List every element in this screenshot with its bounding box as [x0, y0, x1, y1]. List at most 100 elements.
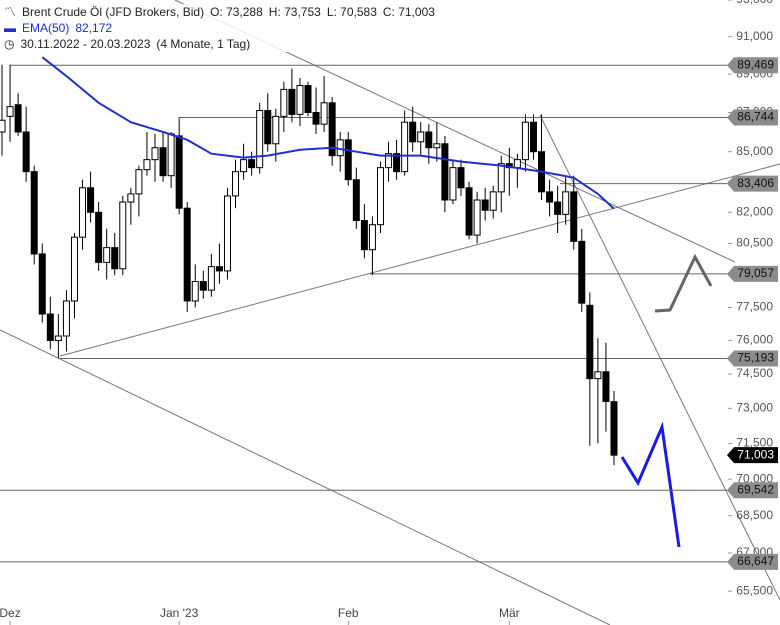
ema-line: [41, 56, 615, 210]
candle-body: [489, 191, 497, 211]
ohlc: O: 73,288: [210, 5, 263, 19]
ema-icon: ▬: [4, 21, 16, 35]
candle-body: [457, 167, 465, 189]
candle-body: [111, 247, 119, 270]
candle-body: [296, 85, 304, 115]
candle-body: [328, 102, 336, 157]
projection-gray: [654, 253, 713, 313]
candle-body: [14, 104, 22, 133]
candle-body: [167, 133, 175, 177]
projection-blue: [620, 421, 681, 548]
candle-body: [223, 195, 231, 272]
candle-body: [497, 163, 505, 193]
candle-body: [62, 300, 70, 337]
candle-body: [30, 171, 38, 255]
candle-body: [54, 335, 62, 341]
candle-body: [215, 266, 223, 272]
period: (4 Monate, 1 Tag): [156, 37, 251, 51]
candle-body: [135, 169, 143, 195]
candle-body: [38, 253, 46, 315]
candle-body: [352, 179, 360, 222]
candle-body: [22, 131, 30, 173]
trend-line: [59, 163, 780, 357]
candle-body: [368, 224, 376, 251]
candle-body: [143, 159, 151, 171]
candle-body: [191, 281, 199, 302]
candle-body: [151, 147, 159, 161]
candle-body: [70, 236, 78, 302]
x-tick-label: Jan '23: [160, 606, 199, 620]
candle-body: [594, 371, 602, 380]
y-tick-label: 82,000: [736, 204, 773, 218]
candle-body: [87, 187, 95, 213]
candle-body: [562, 191, 570, 215]
level-box: [727, 553, 778, 570]
candle-body: [79, 187, 87, 238]
header-line: ◷ 30.11.2022 - 20.03.2023 (4 Monate, 1 Tag…: [4, 36, 441, 52]
candle-body: [344, 139, 352, 181]
level-label: 86,744: [737, 110, 774, 124]
candle-body: [417, 131, 425, 143]
ohlc: H: 73,753: [268, 5, 321, 19]
y-tick-label: 73,000: [736, 401, 773, 415]
candle-body: [0, 119, 6, 133]
symbol-icon: 〽: [4, 5, 17, 19]
candle-body: [586, 304, 594, 380]
ema-value: 82,172: [75, 21, 113, 35]
candle-body: [449, 167, 457, 201]
candle-body: [465, 187, 473, 236]
candle-body: [481, 199, 489, 211]
candle-body: [401, 121, 409, 173]
candle-body: [183, 207, 191, 302]
candle-body: [264, 110, 272, 145]
y-tick-label: 65,500: [736, 583, 773, 597]
candle-body: [159, 147, 167, 177]
legend-entry: EMA(50): [22, 21, 70, 35]
level-box: [727, 265, 778, 282]
candle-body: [393, 153, 401, 173]
date-range: 30.11.2022 - 20.03.2023: [20, 37, 151, 51]
candle-body: [95, 211, 103, 263]
y-tick-label: 68,500: [736, 508, 773, 522]
candle-body: [272, 115, 280, 145]
candle-body: [199, 281, 207, 291]
candle-body: [304, 85, 312, 113]
candle-body: [6, 106, 14, 117]
y-tick-label: 76,000: [736, 333, 773, 347]
candle-body: [288, 88, 296, 115]
candle-body: [513, 159, 521, 169]
candle-body: [610, 401, 618, 456]
y-tick-label: 71,500: [736, 436, 773, 450]
level-box: [727, 57, 778, 74]
last-price-label: 71,003: [737, 447, 774, 461]
y-tick-label: 80,500: [736, 236, 773, 250]
candle-body: [256, 110, 264, 169]
y-tick-label: 70,000: [736, 471, 773, 485]
candle-body: [602, 371, 610, 402]
y-tick-label: 91,000: [736, 29, 773, 43]
ohlc: L: 70,583: [326, 5, 377, 19]
candle-body: [207, 266, 215, 291]
candle-body: [425, 131, 433, 149]
candle-body: [441, 143, 449, 201]
last-price-box: [727, 447, 778, 464]
level-box: [727, 175, 778, 192]
header: 〽 Brent Crude Öl (JFD Brokers, Bid) O: 73,…: [4, 4, 445, 52]
level-label: 79,057: [737, 266, 774, 280]
clock-icon: ◷: [4, 37, 15, 51]
header-line: ▬ EMA(50) 82,172: [4, 20, 441, 36]
candle-body: [280, 88, 288, 117]
candle-body: [546, 191, 554, 203]
level-label: 89,469: [737, 57, 774, 71]
candle-body: [175, 135, 183, 209]
x-tick-label: Feb: [338, 606, 359, 620]
level-label: 75,193: [737, 351, 774, 365]
trend-line: [539, 114, 780, 601]
x-tick-label: Mär: [499, 606, 520, 620]
level-label: 69,542: [737, 482, 774, 496]
candle-body: [312, 111, 320, 125]
candle-body: [46, 313, 54, 341]
candle-body: [240, 159, 248, 173]
candle-body: [385, 153, 393, 169]
